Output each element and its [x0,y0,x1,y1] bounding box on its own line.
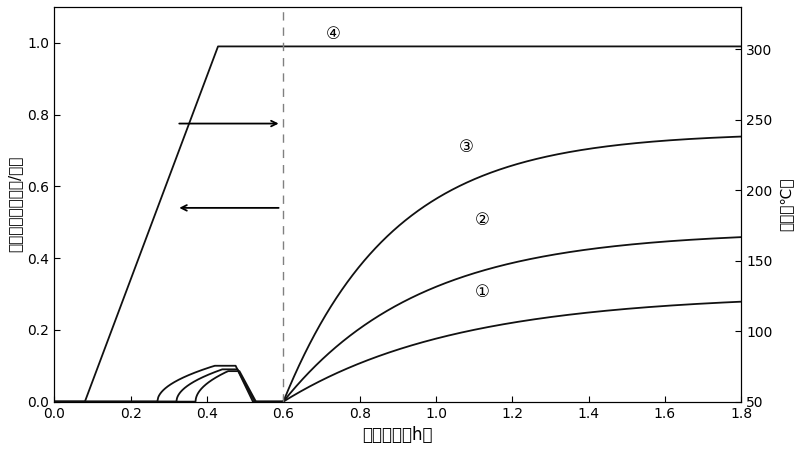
X-axis label: 放氢时间（h）: 放氢时间（h） [362,426,433,444]
Y-axis label: 温度（℃）: 温度（℃） [778,178,793,231]
Text: ①: ① [474,283,490,301]
Text: ②: ② [474,212,490,230]
Text: ③: ③ [459,138,474,156]
Text: ④: ④ [326,25,340,43]
Y-axis label: 放氢量（大气压升/克）: 放氢量（大气压升/克） [7,156,22,253]
